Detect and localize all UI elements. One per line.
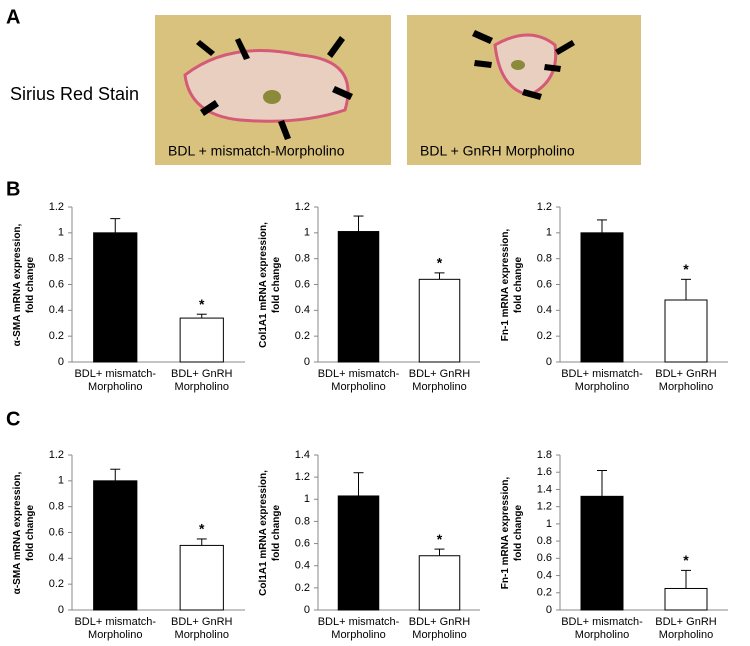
panel-label: A: [6, 6, 20, 28]
y-tick-label: 0.4: [49, 304, 64, 316]
y-axis-label: α-SMA mRNA expression, fold change: [12, 223, 36, 346]
y-tick-label: 1.6: [537, 466, 552, 478]
bar: [337, 495, 380, 611]
y-tick-label: 1: [304, 493, 310, 505]
y-tick-label: 0.6: [49, 278, 64, 290]
y-tick-label: 1.4: [537, 483, 552, 495]
y-tick-label: 0.8: [295, 253, 310, 265]
bar: [418, 278, 461, 363]
y-axis-label: Col1A1 mRNA expression, fold change: [258, 469, 282, 596]
panel-label: C: [6, 408, 20, 430]
y-tick-label: 0.4: [295, 304, 310, 316]
y-tick-label: 1: [546, 518, 552, 530]
bar: [664, 587, 708, 611]
y-tick-label: 0.4: [49, 552, 64, 564]
y-tick-label: 1.8: [537, 449, 552, 461]
significance-mark: *: [199, 521, 205, 537]
x-tick-label: BDL+ GnRH Morpholino: [171, 616, 233, 641]
y-tick-label: 1: [58, 475, 64, 487]
y-tick-label: 0.6: [49, 526, 64, 538]
stain-label: Sirius Red Stain: [10, 84, 139, 104]
y-tick-label: 0.8: [537, 253, 552, 265]
y-tick-label: 1.2: [295, 201, 310, 213]
x-tick-label: BDL+ mismatch- Morpholino: [561, 368, 643, 393]
y-axis-label: Fn-1 mRNA expression, fold change: [500, 228, 524, 341]
y-tick-label: 0: [304, 356, 310, 368]
x-tick-label: BDL+ mismatch- Morpholino: [561, 616, 643, 641]
y-tick-label: 0.6: [537, 278, 552, 290]
y-axis-label: α-SMA mRNA expression, fold change: [12, 471, 36, 594]
significance-mark: *: [437, 255, 443, 271]
y-tick-label: 0.2: [537, 330, 552, 342]
y-tick-label: 1.2: [537, 501, 552, 513]
y-tick-label: 0: [58, 604, 64, 616]
y-tick-label: 0.6: [537, 552, 552, 564]
y-axis-label: Fn-1 mRNA expression, fold change: [500, 476, 524, 589]
y-tick-label: 0.6: [295, 278, 310, 290]
bar: [337, 231, 380, 363]
y-tick-label: 1.4: [295, 449, 310, 461]
x-tick-label: BDL+ mismatch- Morpholino: [317, 368, 400, 393]
x-tick-label: BDL+ mismatch- Morpholino: [74, 616, 157, 641]
image-caption: BDL + mismatch-Morpholino: [168, 143, 345, 159]
x-tick-label: BDL+ mismatch- Morpholino: [74, 368, 157, 393]
significance-mark: *: [683, 552, 689, 568]
x-tick-label: BDL+ GnRH Morpholino: [408, 616, 471, 641]
y-tick-label: 0.2: [49, 578, 64, 590]
y-tick-label: 0: [546, 604, 552, 616]
x-tick-label: BDL+ GnRH Morpholino: [655, 616, 717, 641]
y-tick-label: 1.2: [49, 449, 64, 461]
y-tick-label: 0.2: [295, 330, 310, 342]
y-tick-label: 0.8: [49, 501, 64, 513]
y-tick-label: 0.4: [537, 569, 552, 581]
significance-mark: *: [437, 531, 443, 547]
y-tick-label: 0.2: [537, 587, 552, 599]
bar: [179, 544, 224, 611]
bar: [664, 299, 708, 363]
y-tick-label: 0.4: [537, 304, 552, 316]
y-tick-label: 0.6: [295, 537, 310, 549]
bar: [580, 232, 624, 363]
image-caption: BDL + GnRH Morpholino: [420, 143, 575, 159]
x-tick-label: BDL+ mismatch- Morpholino: [317, 616, 400, 641]
y-tick-label: 0.8: [537, 535, 552, 547]
bar: [93, 232, 138, 363]
panel-label: B: [6, 178, 20, 200]
y-tick-label: 0: [58, 356, 64, 368]
y-tick-label: 1.2: [537, 201, 552, 213]
x-tick-label: BDL+ GnRH Morpholino: [171, 368, 233, 393]
bar: [179, 317, 224, 363]
y-tick-label: 1: [304, 227, 310, 239]
y-tick-label: 0.8: [49, 253, 64, 265]
y-tick-label: 1: [546, 227, 552, 239]
x-tick-label: BDL+ GnRH Morpholino: [655, 368, 717, 393]
x-tick-label: BDL+ GnRH Morpholino: [408, 368, 471, 393]
y-axis-label: Col1A1 mRNA expression, fold change: [258, 221, 282, 348]
bar: [418, 555, 461, 611]
significance-mark: *: [683, 261, 689, 277]
bar: [580, 495, 624, 611]
y-tick-label: 1: [58, 227, 64, 239]
y-tick-label: 0.2: [295, 582, 310, 594]
y-tick-label: 0.2: [49, 330, 64, 342]
micrograph: BDL + GnRH Morpholino: [407, 15, 641, 165]
y-tick-label: 0.4: [295, 560, 310, 572]
y-tick-label: 1.2: [49, 201, 64, 213]
y-tick-label: 0: [546, 356, 552, 368]
y-tick-label: 0: [304, 604, 310, 616]
y-tick-label: 1.2: [295, 471, 310, 483]
micrograph: BDL + mismatch-Morpholino: [155, 15, 391, 165]
y-tick-label: 0.8: [295, 515, 310, 527]
bar: [93, 480, 138, 611]
significance-mark: *: [199, 296, 205, 312]
